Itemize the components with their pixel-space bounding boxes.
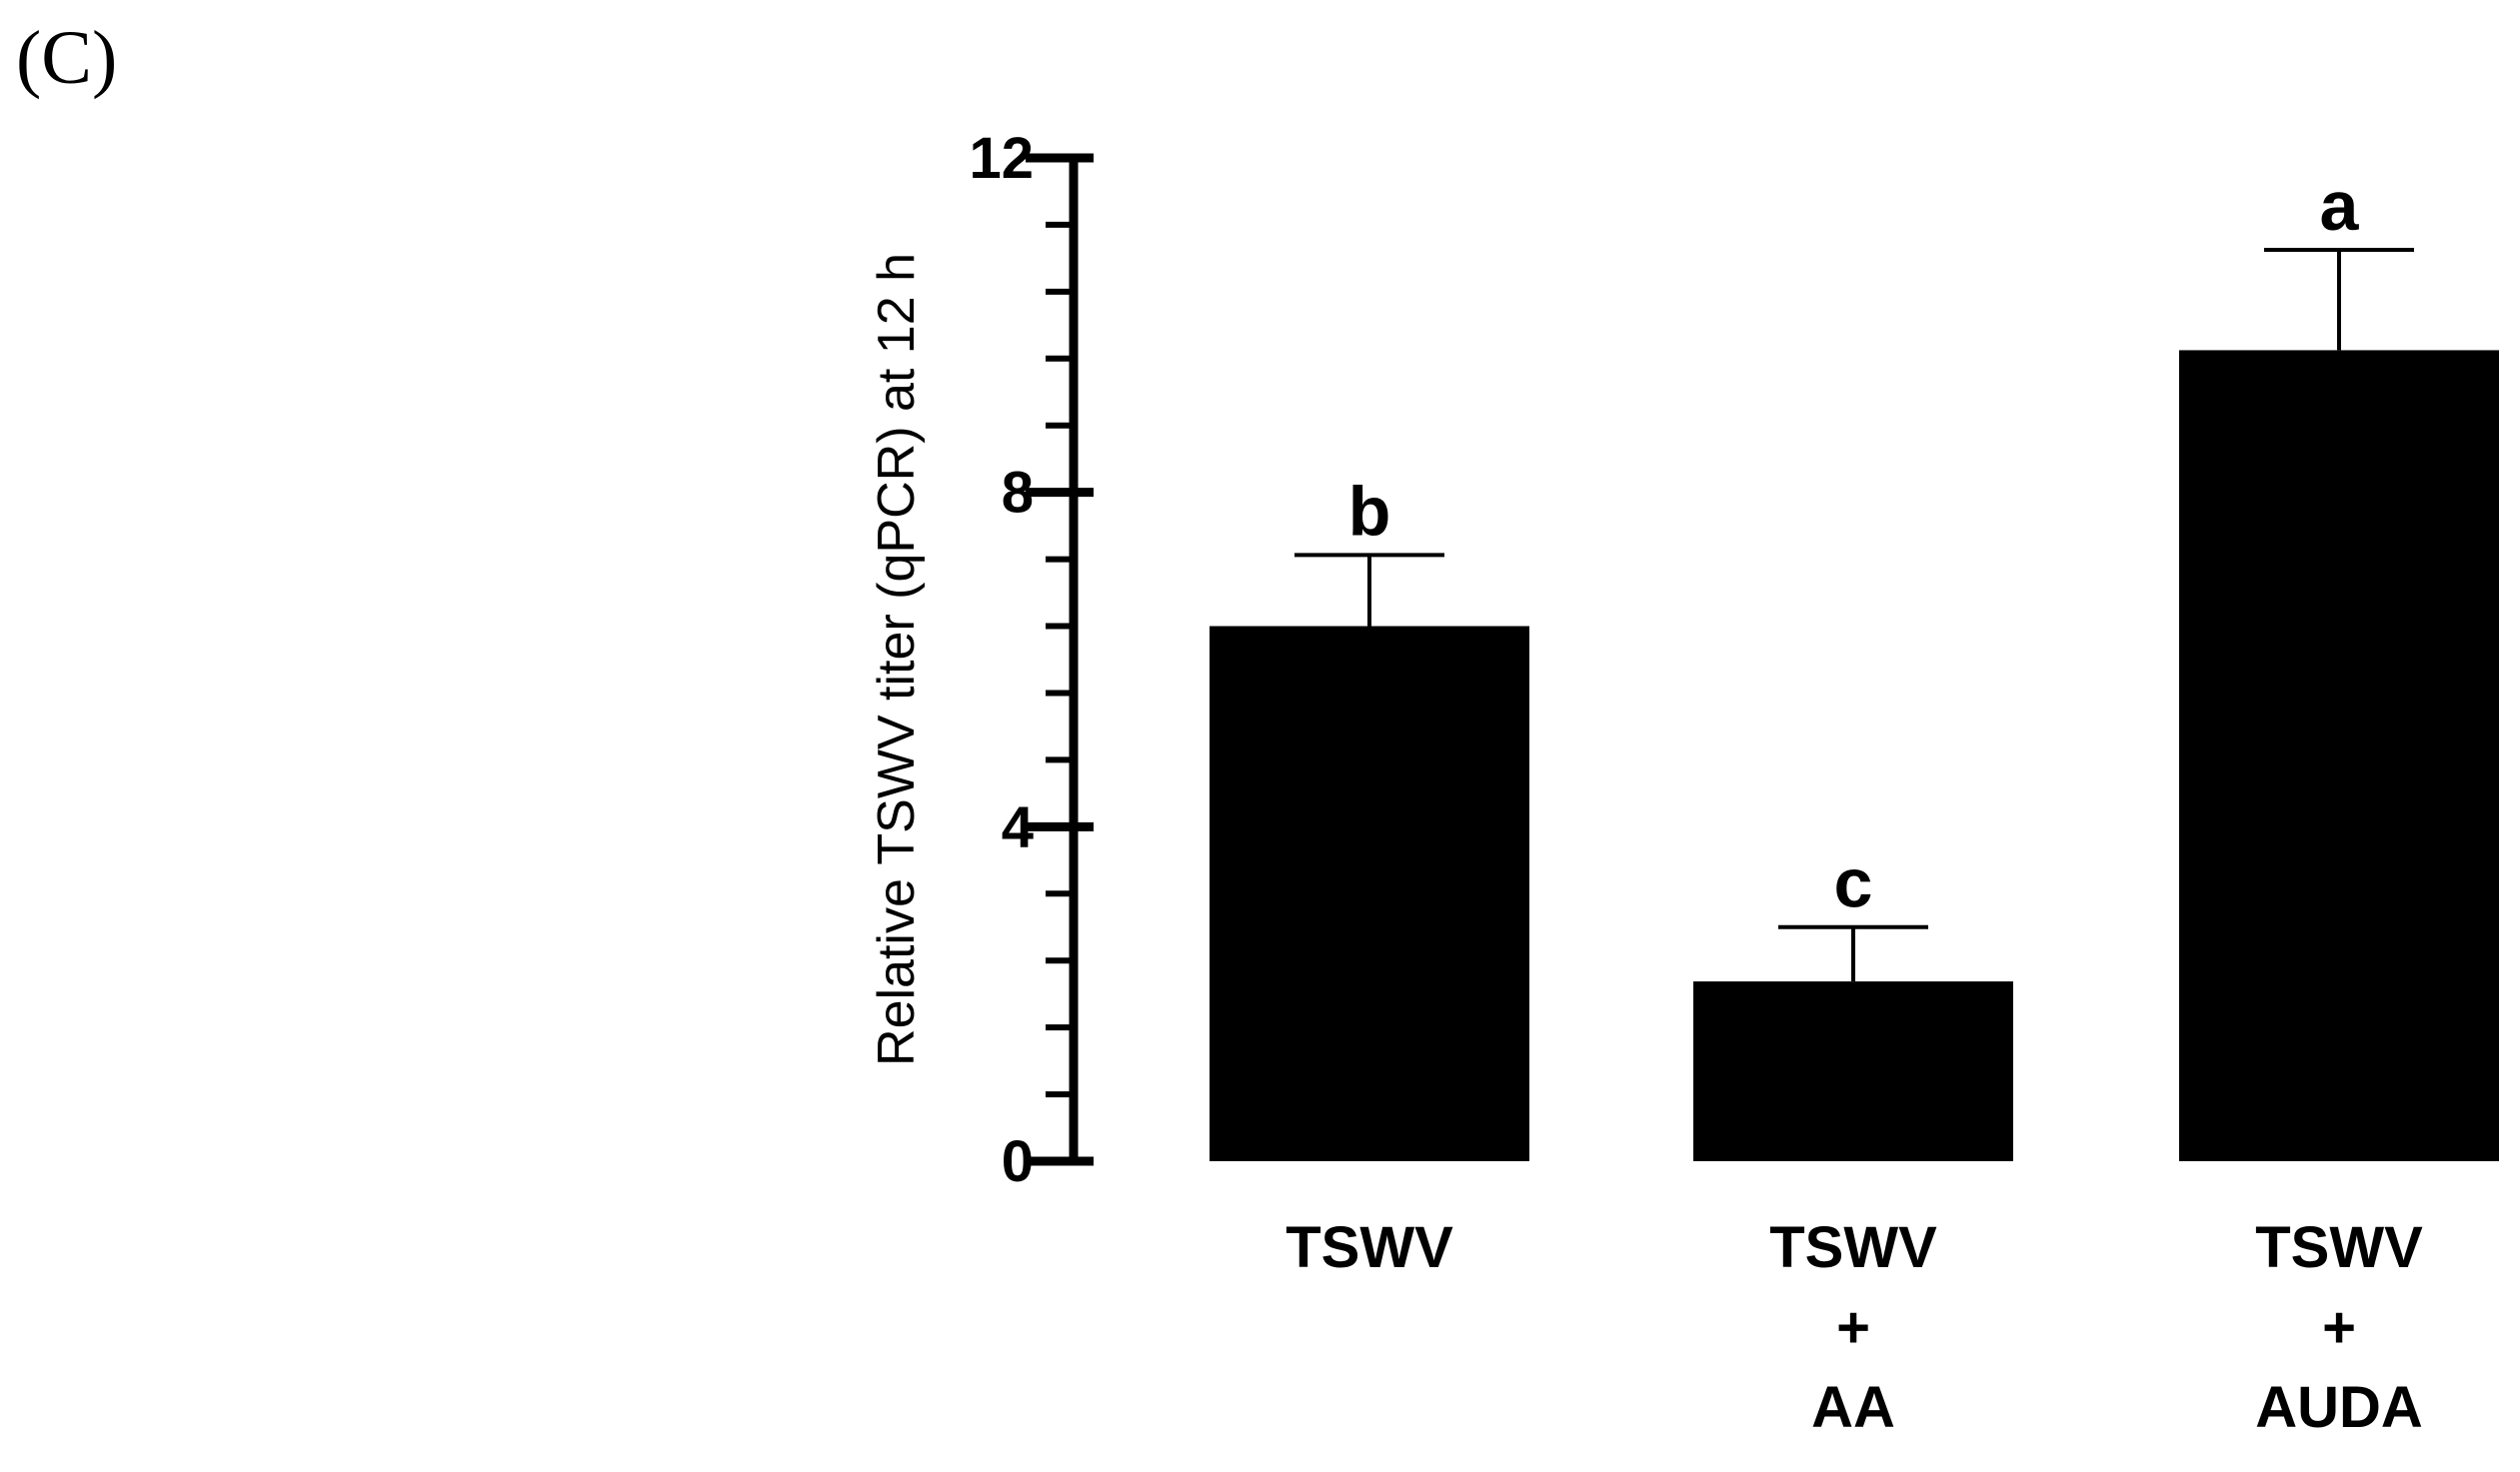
y-tick-label: 4 [1002,794,1034,859]
x-tick-label: AUDA [2255,1375,2423,1440]
significance-letter: c [1834,844,1873,922]
bar [2179,350,2499,1161]
x-tick-label: + [1836,1295,1870,1360]
x-tick-label: TSWV [1285,1215,1453,1280]
significance-letter: a [2320,167,2360,245]
y-tick-label: 8 [1002,461,1034,526]
significance-letter: b [1348,472,1391,550]
bar [1210,626,1529,1161]
x-tick-label: AA [1811,1375,1895,1440]
x-tick-label: TSWV [2255,1215,2423,1280]
x-axis-labels: TSWV TSWV + AA TSWV + AUDA [1285,1215,2423,1440]
y-axis: 0 4 8 12 [969,126,1094,1194]
bar [1693,981,2013,1161]
x-tick-label: TSWV [1769,1215,1937,1280]
y-tick-label: 12 [969,126,1034,191]
error-bars [1294,248,2414,982]
significance-letters: b c a [1348,167,2360,922]
bars [1210,350,2499,1161]
y-tick-label: 0 [1002,1129,1034,1194]
y-axis-label: Relative TSWV titer (qPCR) at 12 h [868,253,926,1066]
panel-label: (C) [16,16,118,100]
x-tick-label: + [2322,1295,2356,1360]
